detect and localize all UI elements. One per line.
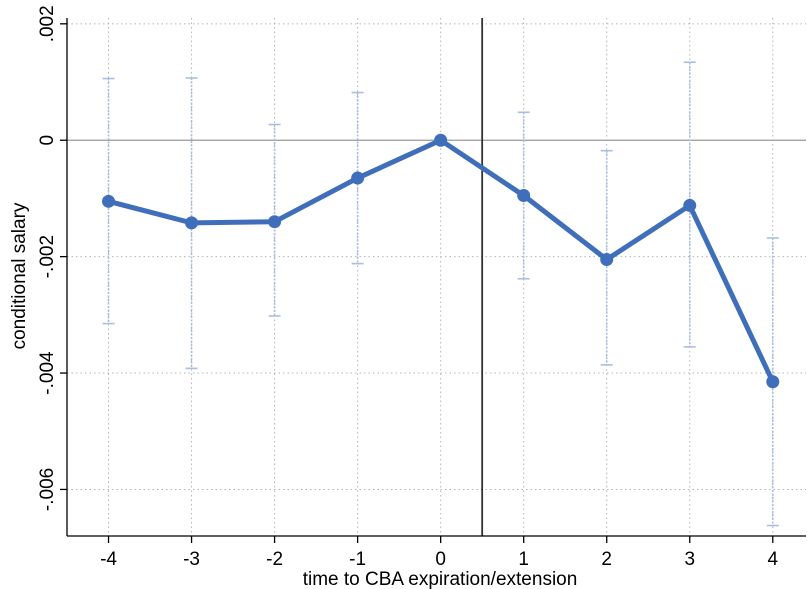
x-tick-label-4: 0	[435, 549, 446, 570]
x-tick-label-8: 4	[767, 549, 778, 570]
data-point-1	[517, 189, 531, 203]
x-tick-label-0: -4	[100, 549, 117, 570]
data-point--3	[185, 216, 199, 230]
y-tick-label-4: -.006	[37, 468, 58, 511]
y-tick-label-3: -.004	[37, 351, 58, 395]
x-tick-label-5: 1	[518, 549, 529, 570]
ticks: -4 -3 -2 -1 0 1 2 3 4 .002 0 -.002 -.004 -.006	[37, 5, 778, 570]
series	[102, 133, 780, 389]
data-point-2	[600, 253, 614, 267]
axes	[66, 18, 806, 537]
x-tick-label-6: 2	[601, 549, 612, 570]
x-tick-label-2: -2	[266, 549, 283, 570]
data-point--4	[102, 194, 116, 208]
x-tick-label-3: -1	[349, 549, 366, 570]
x-tick-label-7: 3	[684, 549, 695, 570]
x-axis-label: time to CBA expiration/extension	[303, 569, 578, 589]
y-tick-label-2: -.002	[37, 235, 58, 278]
data-point-0	[434, 133, 448, 147]
grid	[67, 18, 806, 536]
y-tick-label-0: .002	[37, 5, 58, 42]
y-axis-label: conditional salary	[9, 202, 30, 349]
data-point-3	[683, 198, 697, 212]
data-point--1	[351, 171, 365, 185]
data-point-4	[766, 375, 780, 389]
data-point--2	[268, 215, 282, 229]
x-tick-label-1: -3	[183, 549, 200, 570]
y-tick-label-1: 0	[37, 135, 58, 146]
reference-lines	[67, 18, 806, 536]
